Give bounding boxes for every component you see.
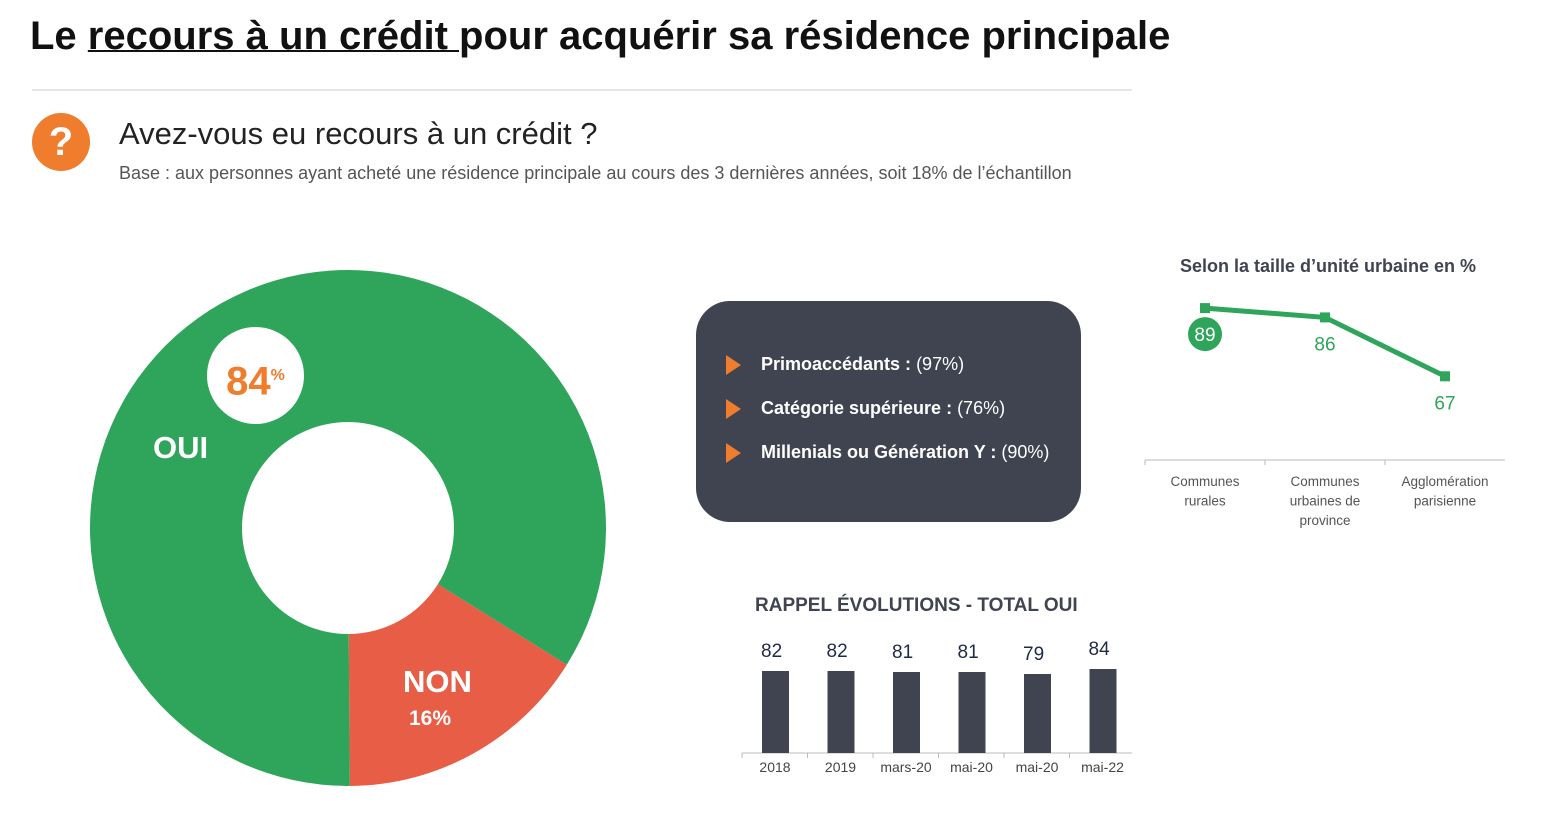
oui-percent-badge: 84% xyxy=(207,327,304,424)
x-tick-label: urbaines de xyxy=(1290,494,1361,509)
data-point xyxy=(1200,303,1210,314)
bar-value: 79 xyxy=(1023,644,1044,665)
highlight-item: Primoaccédants : (97%) xyxy=(726,354,965,376)
bar xyxy=(827,671,855,753)
line-chart: 89 86 67 Communes rurales Communes urbaines de… xyxy=(1144,303,1505,528)
title-link[interactable]: recours à un crédit xyxy=(87,14,460,58)
x-tick-label: 2019 xyxy=(825,759,856,775)
oui-value: 84 xyxy=(226,359,271,404)
data-label: 89 xyxy=(1194,325,1215,346)
highlight-item: Catégorie supérieure : (76%) xyxy=(726,398,1006,420)
bar xyxy=(893,672,920,753)
donut-chart xyxy=(89,270,606,787)
x-tick-label: province xyxy=(1299,513,1350,528)
bar-chart: 82 2018 82 2019 81 mars-20 81 mai-20 79 mai-20 84 m… xyxy=(741,639,1132,775)
bar xyxy=(762,671,789,753)
highlight-label: Catégorie supérieure : xyxy=(761,398,953,418)
bar-chart-title: RAPPEL ÉVOLUTIONS - TOTAL OUI xyxy=(755,595,1078,616)
non-value: 16% xyxy=(409,707,452,730)
divider xyxy=(32,89,1132,91)
oui-label: OUI xyxy=(153,430,209,465)
triangle-bullet-icon xyxy=(726,443,741,464)
x-tick-label: parisienne xyxy=(1414,494,1476,509)
page-title: Le recours à un crédit pour acquérir sa … xyxy=(30,14,1170,59)
bar-value: 82 xyxy=(827,641,848,662)
highlight-value: (76%) xyxy=(952,398,1006,418)
slice-non xyxy=(348,584,567,786)
data-label: 67 xyxy=(1434,393,1455,414)
bar-value: 81 xyxy=(958,642,979,663)
x-tick-label: Communes xyxy=(1290,474,1359,489)
title-prefix: Le xyxy=(30,14,88,58)
bar xyxy=(1089,669,1117,753)
x-tick-label: 2018 xyxy=(759,759,790,775)
question-text: Avez-vous eu recours à un crédit ? xyxy=(119,116,598,151)
bar-value: 84 xyxy=(1089,639,1111,660)
bar xyxy=(1024,674,1051,753)
data-label: 86 xyxy=(1314,334,1335,355)
base-note: Base : aux personnes ayant acheté une ré… xyxy=(119,163,1072,183)
oui-unit: % xyxy=(270,367,285,384)
x-tick-label: mai-22 xyxy=(1081,759,1124,775)
title-suffix: pour acquérir sa résidence principale xyxy=(459,14,1171,58)
x-tick-label: mars-20 xyxy=(880,759,932,775)
highlight-value: (97%) xyxy=(911,354,965,374)
x-tick-label: rurales xyxy=(1184,494,1226,509)
bar xyxy=(958,672,986,753)
bar-value: 82 xyxy=(761,641,782,662)
x-tick-label: mai-20 xyxy=(950,759,993,775)
x-tick-label: mai-20 xyxy=(1016,759,1059,775)
highlight-value: (90%) xyxy=(996,442,1050,462)
highlight-label: Primoaccédants : xyxy=(761,354,912,374)
line-chart-title: Selon la taille d’unité urbaine en % xyxy=(1180,256,1477,276)
x-tick-label: Agglomération xyxy=(1401,474,1488,489)
highlights-box: Primoaccédants : (97%) Catégorie supérie… xyxy=(696,301,1081,522)
triangle-bullet-icon xyxy=(726,399,741,420)
x-tick-label: Communes xyxy=(1170,474,1239,489)
highlight-bubble xyxy=(1188,317,1222,352)
data-point xyxy=(1320,312,1330,323)
triangle-bullet-icon xyxy=(726,355,741,376)
question-icon: ? xyxy=(32,113,90,171)
highlight-item: Millenials ou Génération Y : (90%) xyxy=(726,442,1050,464)
data-point xyxy=(1440,371,1450,382)
highlight-label: Millenials ou Génération Y : xyxy=(761,442,997,462)
non-label: NON xyxy=(403,664,472,699)
bar-value: 81 xyxy=(892,642,913,663)
